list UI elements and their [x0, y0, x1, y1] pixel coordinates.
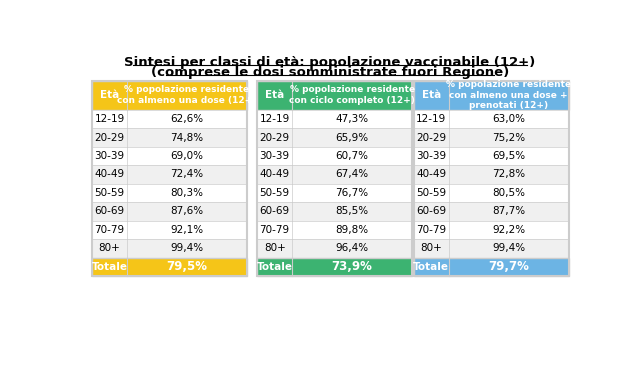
- Text: (comprese le dosi somministrate fuori Regione): (comprese le dosi somministrate fuori Re…: [151, 66, 509, 79]
- Text: 73,9%: 73,9%: [332, 261, 373, 273]
- Bar: [257, 80, 412, 276]
- Bar: [413, 128, 569, 147]
- Bar: [257, 80, 412, 110]
- Text: Età: Età: [422, 90, 440, 100]
- Bar: [413, 258, 569, 276]
- Bar: [257, 239, 412, 258]
- Bar: [413, 239, 569, 258]
- Text: 67,4%: 67,4%: [336, 170, 369, 179]
- Bar: [92, 239, 247, 258]
- Bar: [257, 221, 412, 239]
- Text: 70-79: 70-79: [416, 225, 446, 235]
- Text: 96,4%: 96,4%: [336, 243, 369, 253]
- Text: 80,5%: 80,5%: [492, 188, 526, 198]
- Bar: [257, 258, 412, 276]
- Text: 50-59: 50-59: [416, 188, 446, 198]
- Text: Totale: Totale: [257, 262, 292, 272]
- Text: 80+: 80+: [264, 243, 285, 253]
- Bar: [413, 165, 569, 184]
- Text: 92,2%: 92,2%: [492, 225, 526, 235]
- Bar: [92, 80, 247, 110]
- Text: 60-69: 60-69: [416, 206, 446, 217]
- Text: 87,6%: 87,6%: [171, 206, 204, 217]
- Text: 12-19: 12-19: [416, 114, 446, 124]
- Text: 40-49: 40-49: [95, 170, 125, 179]
- Bar: [413, 221, 569, 239]
- Text: Sintesi per classi di età: popolazione vaccinabile (12+): Sintesi per classi di età: popolazione v…: [124, 56, 536, 69]
- Text: % popolazione residente
con almeno una dose +
prenotati (12+): % popolazione residente con almeno una d…: [446, 80, 571, 110]
- Text: Totale: Totale: [413, 262, 449, 272]
- Text: 47,3%: 47,3%: [336, 114, 369, 124]
- Bar: [92, 147, 247, 165]
- Text: Età: Età: [100, 90, 119, 100]
- Text: 99,4%: 99,4%: [171, 243, 204, 253]
- Text: 80+: 80+: [99, 243, 120, 253]
- Text: 50-59: 50-59: [260, 188, 290, 198]
- Text: 85,5%: 85,5%: [336, 206, 369, 217]
- Bar: [413, 202, 569, 221]
- Text: 60-69: 60-69: [95, 206, 125, 217]
- Text: Totale: Totale: [91, 262, 128, 272]
- Text: 12-19: 12-19: [260, 114, 290, 124]
- Text: 79,5%: 79,5%: [167, 261, 207, 273]
- Text: 40-49: 40-49: [416, 170, 446, 179]
- Text: 50-59: 50-59: [95, 188, 125, 198]
- Text: % popolazione residente
con ciclo completo (12+): % popolazione residente con ciclo comple…: [289, 85, 415, 105]
- Text: 65,9%: 65,9%: [336, 132, 369, 143]
- Text: 87,7%: 87,7%: [492, 206, 526, 217]
- Text: 72,4%: 72,4%: [171, 170, 204, 179]
- Text: 12-19: 12-19: [95, 114, 125, 124]
- Text: % popolazione residente
con almeno una dose (12+): % popolazione residente con almeno una d…: [117, 85, 257, 105]
- Bar: [257, 128, 412, 147]
- Bar: [257, 110, 412, 128]
- Bar: [413, 147, 569, 165]
- Text: 75,2%: 75,2%: [492, 132, 526, 143]
- Bar: [413, 80, 569, 110]
- Text: 69,0%: 69,0%: [171, 151, 204, 161]
- Bar: [92, 165, 247, 184]
- Text: 89,8%: 89,8%: [336, 225, 369, 235]
- Text: 70-79: 70-79: [95, 225, 125, 235]
- Bar: [257, 202, 412, 221]
- Text: 72,8%: 72,8%: [492, 170, 526, 179]
- Text: 20-29: 20-29: [95, 132, 125, 143]
- Text: 30-39: 30-39: [95, 151, 125, 161]
- Bar: [92, 258, 247, 276]
- Text: 99,4%: 99,4%: [492, 243, 526, 253]
- Text: 80+: 80+: [421, 243, 442, 253]
- Bar: [92, 110, 247, 128]
- Text: 79,7%: 79,7%: [488, 261, 529, 273]
- Text: Età: Età: [265, 90, 284, 100]
- Text: 76,7%: 76,7%: [336, 188, 369, 198]
- Bar: [92, 202, 247, 221]
- Text: 20-29: 20-29: [260, 132, 290, 143]
- Text: 92,1%: 92,1%: [171, 225, 204, 235]
- Text: 40-49: 40-49: [260, 170, 290, 179]
- Bar: [92, 80, 247, 276]
- Text: 30-39: 30-39: [260, 151, 290, 161]
- Text: 74,8%: 74,8%: [171, 132, 204, 143]
- Bar: [257, 147, 412, 165]
- Text: 60-69: 60-69: [260, 206, 290, 217]
- Bar: [413, 184, 569, 202]
- Bar: [257, 184, 412, 202]
- Text: 63,0%: 63,0%: [492, 114, 526, 124]
- Bar: [92, 128, 247, 147]
- Text: 69,5%: 69,5%: [492, 151, 526, 161]
- Text: 80,3%: 80,3%: [171, 188, 204, 198]
- Text: 20-29: 20-29: [416, 132, 446, 143]
- Text: 60,7%: 60,7%: [336, 151, 368, 161]
- Bar: [92, 184, 247, 202]
- Bar: [413, 110, 569, 128]
- Bar: [413, 80, 569, 276]
- Bar: [92, 221, 247, 239]
- Bar: [257, 165, 412, 184]
- Text: 70-79: 70-79: [260, 225, 290, 235]
- Text: 30-39: 30-39: [416, 151, 446, 161]
- Text: 62,6%: 62,6%: [171, 114, 204, 124]
